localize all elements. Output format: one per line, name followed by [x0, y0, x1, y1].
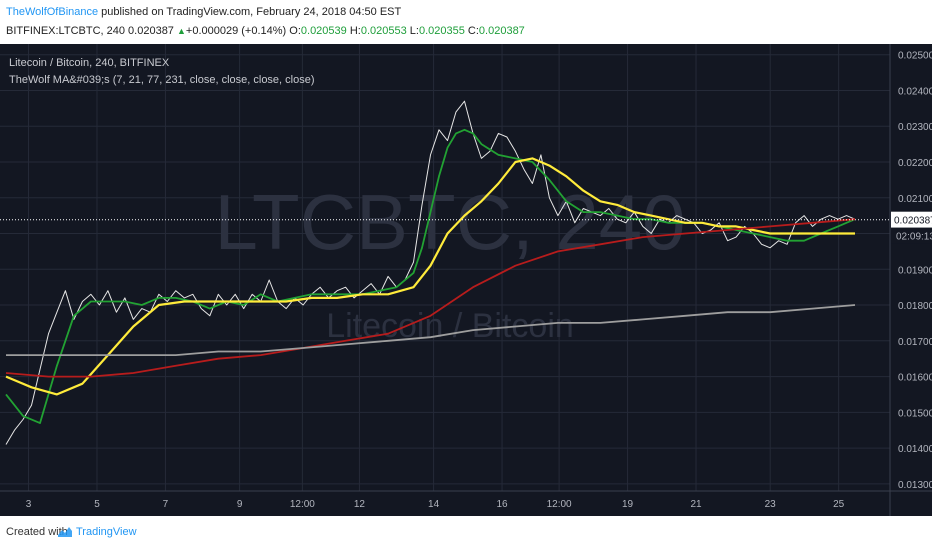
change-value: +0.000029 (+0.14%) — [185, 25, 290, 37]
series-line-price-close- — [5, 100, 856, 445]
watermark-symbol: LTCBTC, 240 — [214, 178, 685, 266]
x-tick-label: 7 — [163, 499, 169, 510]
low-value: 0.020355 — [418, 25, 465, 37]
series-line-ma-231 — [6, 304, 856, 357]
y-tick-label: 0.013000 — [898, 480, 932, 491]
x-tick-label: 21 — [690, 499, 702, 510]
up-arrow-icon: ▲ — [176, 26, 186, 36]
symbol-quote-line: BITFINEX:LTCBTC, 240 0.020387 ▲+0.000029… — [6, 25, 525, 37]
countdown-badge — [891, 227, 932, 244]
x-tick-label: 25 — [833, 499, 845, 510]
x-tick-label: 23 — [765, 499, 777, 510]
chart-area[interactable]: LTCBTC, 240 Litecoin / Bitcoin 0.0250000… — [0, 44, 932, 516]
x-tick-label: 12:00 — [290, 499, 315, 510]
chart-header: TheWolfOfBinance published on TradingVie… — [0, 0, 932, 44]
x-tick-label: 12:00 — [547, 499, 572, 510]
series-lines — [5, 100, 856, 445]
watermark-name: Litecoin / Bitcoin — [326, 307, 574, 345]
x-tick-label: 5 — [94, 499, 100, 510]
series-line-ma-77 — [5, 218, 856, 378]
tradingview-logo-icon — [58, 527, 72, 537]
close-label: C: — [464, 25, 479, 37]
x-tick-label: 16 — [496, 499, 508, 510]
close-value: 0.020387 — [478, 25, 525, 37]
series-title: Litecoin / Bitcoin, 240, BITFINEX — [9, 57, 170, 69]
x-tick-label: 3 — [26, 499, 32, 510]
x-tick-label: 9 — [237, 499, 243, 510]
countdown-label: 02:09:13 — [896, 232, 932, 243]
high-label: H: — [346, 25, 361, 37]
high-value: 0.020553 — [360, 25, 407, 37]
x-tick-label: 12 — [354, 499, 366, 510]
open-value: 0.020539 — [300, 25, 347, 37]
grid — [0, 44, 890, 491]
author-link[interactable]: TheWolfOfBinance — [6, 6, 99, 18]
published-text: published on TradingView.com, February 2… — [98, 6, 402, 18]
series-line-ma-7 — [5, 128, 856, 425]
x-tick-label: 19 — [622, 499, 634, 510]
footer: Created with TradingView — [0, 516, 932, 550]
publish-line: TheWolfOfBinance published on TradingVie… — [6, 6, 401, 18]
price-chart[interactable]: LTCBTC, 240 Litecoin / Bitcoin 0.0250000… — [0, 44, 932, 516]
low-label: L: — [406, 25, 419, 37]
open-label: O: — [289, 25, 301, 37]
tradingview-brand-link[interactable]: TradingView — [76, 526, 137, 538]
watermark: LTCBTC, 240 Litecoin / Bitcoin — [214, 178, 685, 345]
symbol-prefix: BITFINEX:LTCBTC, 240 0.020387 — [6, 25, 177, 37]
last-price-badge — [891, 211, 932, 228]
last-price-label: 0.020387 — [894, 216, 932, 227]
indicator-legend[interactable]: TheWolf MA&#039;s (7, 21, 77, 231, close… — [9, 74, 315, 86]
created-with-label: Created with — [6, 526, 68, 538]
series-line-ma-21 — [5, 157, 855, 396]
x-tick-label: 14 — [428, 499, 440, 510]
